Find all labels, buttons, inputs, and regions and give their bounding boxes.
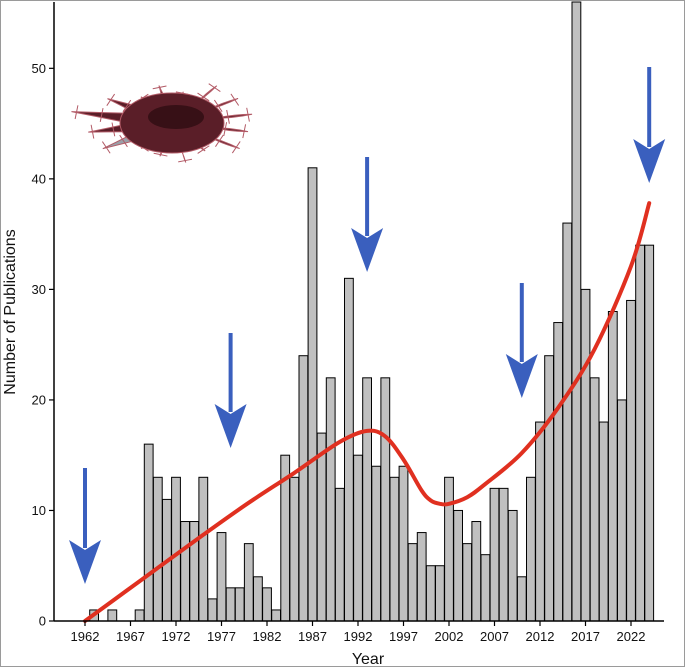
bar-1977 bbox=[216, 532, 227, 622]
x-ticks-group: 1962 1967 1972 1977 1982 1987 1992 1997 2002 2007… bbox=[71, 621, 646, 644]
arrow-1993 bbox=[351, 157, 384, 272]
x-tick-label-1967: 1967 bbox=[116, 629, 145, 644]
x-tick-label-1977: 1977 bbox=[207, 629, 236, 644]
bar-1979 bbox=[234, 587, 245, 622]
bar-2015 bbox=[562, 222, 573, 622]
y-axis-title: Number of Publications bbox=[2, 229, 19, 394]
y-ticks-group: 0 10 20 30 40 50 bbox=[32, 61, 54, 629]
bar-1993 bbox=[362, 377, 373, 622]
arrow-1978 bbox=[214, 333, 247, 448]
bar-1965 bbox=[107, 609, 118, 622]
y-tick-label-50: 50 bbox=[32, 61, 46, 76]
bar-1994 bbox=[371, 465, 382, 622]
arrow-1962 bbox=[69, 468, 101, 584]
x-tick-label-1997: 1997 bbox=[389, 629, 418, 644]
trend-line bbox=[83, 201, 652, 623]
bar-2018 bbox=[589, 377, 600, 622]
bar-2006 bbox=[480, 554, 491, 622]
bar-2016 bbox=[571, 1, 582, 622]
x-tick-label-2012: 2012 bbox=[526, 629, 555, 644]
bar-2005 bbox=[471, 521, 482, 622]
bar-1983 bbox=[271, 609, 282, 622]
bar-1990 bbox=[334, 487, 345, 622]
bar-1970 bbox=[152, 476, 163, 622]
bar-1972 bbox=[171, 476, 181, 622]
bar-1992 bbox=[353, 454, 363, 622]
x-tick-label-2007: 2007 bbox=[480, 629, 509, 644]
bar-1974 bbox=[189, 521, 200, 622]
bar-1998 bbox=[407, 543, 418, 622]
bar-1968 bbox=[134, 609, 145, 622]
x-tick-label-1972: 1972 bbox=[162, 629, 191, 644]
bar-2011 bbox=[526, 476, 536, 622]
bar-1973 bbox=[180, 521, 190, 622]
bar-2010 bbox=[516, 576, 527, 622]
bar-2001 bbox=[435, 565, 445, 622]
bar-1997 bbox=[398, 465, 409, 622]
arrows-group bbox=[69, 67, 666, 584]
x-tick-label-2002: 2002 bbox=[435, 629, 464, 644]
x-tick-label-1987: 1987 bbox=[298, 629, 327, 644]
bar-2020 bbox=[607, 311, 618, 622]
y-tick-label-30: 30 bbox=[32, 282, 46, 297]
x-tick-label-1962: 1962 bbox=[71, 629, 100, 644]
bar-2002 bbox=[444, 476, 454, 622]
bar-1976 bbox=[207, 598, 218, 622]
bar-1982 bbox=[262, 587, 272, 622]
bar-1996 bbox=[389, 476, 400, 622]
bar-2024 bbox=[644, 244, 655, 622]
bar-1987 bbox=[307, 167, 318, 622]
bar-1991 bbox=[344, 277, 354, 622]
bar-2023 bbox=[635, 244, 646, 622]
bar-1975 bbox=[198, 476, 209, 622]
axes-group bbox=[53, 2, 664, 622]
bar-2004 bbox=[462, 543, 473, 622]
crown-of-thorns-starfish-icon bbox=[71, 83, 253, 163]
bar-2017 bbox=[580, 288, 591, 622]
bar-1985 bbox=[289, 476, 300, 622]
bar-2014 bbox=[553, 322, 564, 622]
bar-2022 bbox=[626, 299, 636, 622]
y-tick-label-0: 0 bbox=[39, 614, 46, 629]
bar-2000 bbox=[425, 565, 436, 622]
y-tick-label-20: 20 bbox=[32, 392, 46, 407]
x-tick-label-1992: 1992 bbox=[344, 629, 373, 644]
bar-2019 bbox=[598, 421, 609, 622]
y-tick-label-40: 40 bbox=[32, 171, 46, 186]
bar-2009 bbox=[507, 509, 518, 622]
bar-1978 bbox=[225, 587, 236, 622]
bar-2008 bbox=[498, 487, 509, 622]
bar-2021 bbox=[617, 399, 627, 622]
bar-1986 bbox=[298, 355, 309, 622]
bar-2012 bbox=[535, 421, 545, 622]
bar-1980 bbox=[243, 543, 254, 622]
bar-1999 bbox=[416, 532, 427, 622]
x-axis-title: Year bbox=[352, 651, 385, 667]
bar-1995 bbox=[380, 377, 391, 622]
arrow-2010 bbox=[505, 283, 538, 398]
bar-2003 bbox=[453, 509, 464, 622]
bar-1989 bbox=[325, 377, 336, 622]
x-tick-label-1982: 1982 bbox=[253, 629, 282, 644]
trend-group bbox=[83, 201, 652, 623]
bar-1988 bbox=[316, 432, 327, 622]
arrow-2024 bbox=[633, 67, 666, 183]
x-tick-label-2022: 2022 bbox=[617, 629, 646, 644]
y-tick-label-10: 10 bbox=[32, 503, 46, 518]
bar-1981 bbox=[253, 576, 263, 622]
bar-2013 bbox=[544, 355, 555, 622]
bar-2007 bbox=[489, 487, 500, 622]
x-tick-label-2017: 2017 bbox=[571, 629, 600, 644]
bar-1969 bbox=[143, 443, 154, 622]
